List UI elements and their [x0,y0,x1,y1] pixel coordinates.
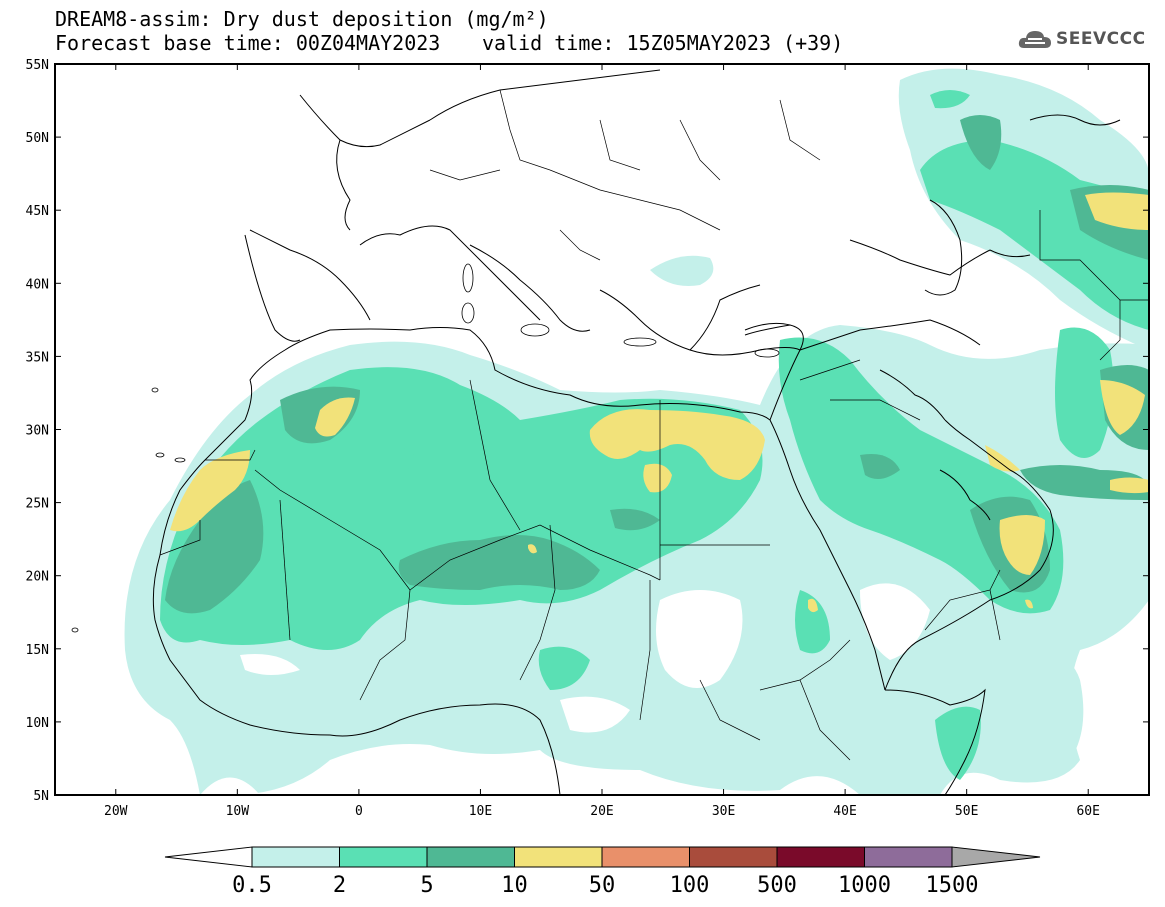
lon-tick-label: 20W [104,804,128,819]
longitude-axis: 20W 10W 0 10E 20E 30E 40E 50E 60E [104,64,1100,819]
colorbar-swatch [864,846,953,868]
cloud-logo-icon [1018,31,1051,48]
lat-tick-label: 10N [26,716,49,731]
lat-tick-label: 35N [26,350,49,365]
country-borders [159,89,1149,761]
colorbar-label: 500 [757,873,797,898]
colorbar-swatch [601,846,690,868]
colorbar-swatch [776,846,865,868]
logo-text: SEEVCCC [1056,29,1146,49]
colorbar-label: 100 [670,873,710,898]
lon-tick-label: 0 [355,804,363,819]
colorbar-label: 50 [589,873,616,898]
lat-tick-label: 15N [26,643,49,658]
colorbar-label: 5 [420,873,433,898]
dust-band-10 [170,192,1149,613]
colorbar-label: 10 [501,873,528,898]
colorbar-over-triangle [951,846,1041,868]
lon-tick-label: 10E [469,804,492,819]
lat-tick-label: 25N [26,497,49,512]
lat-tick-label: 20N [26,570,49,585]
lat-tick-label: 40N [26,277,49,292]
colorbar-swatch [514,846,603,868]
lat-tick-label: 50N [26,131,49,146]
lon-tick-label: 30E [712,804,735,819]
colorbar-label: 2 [333,873,346,898]
colorbar-under-triangle [164,846,253,868]
colorbar-label: 1000 [838,873,891,898]
colorbar-swatch [339,846,428,868]
lon-tick-label: 40E [833,804,856,819]
coastlines [152,69,1121,795]
colorbar-label: 1500 [926,873,979,898]
map-plot-area [55,64,1149,795]
lon-tick-label: 50E [955,804,978,819]
colorbar-swatch [689,846,778,868]
lon-tick-label: 20E [590,804,613,819]
colorbar-legend: 0.5 2 5 10 50 100 500 1000 1500 [164,846,1041,898]
map-title: DREAM8-assim: Dry dust deposition (mg/m²… [55,7,549,31]
valid-time: valid time: 15Z05MAY2023 (+39) [482,31,844,55]
lon-tick-label: 60E [1076,804,1099,819]
islands [71,263,780,633]
lat-tick-label: 55N [26,58,49,73]
lat-tick-label: 45N [26,204,49,219]
seevccc-logo: SEEVCCC [1018,28,1146,50]
colorbar-label: 0.5 [232,873,272,898]
lat-tick-label: 5N [33,789,49,804]
colorbar-swatch [426,846,515,868]
colorbar-swatch [251,846,340,868]
lat-tick-label: 30N [26,424,49,439]
latitude-axis: 55N 50N 45N 40N 35N 30N 25N 20N 15N 10N 5N [26,58,1149,804]
forecast-base-time: Forecast base time: 00Z04MAY2023 [55,31,441,55]
lon-tick-label: 10W [226,804,250,819]
